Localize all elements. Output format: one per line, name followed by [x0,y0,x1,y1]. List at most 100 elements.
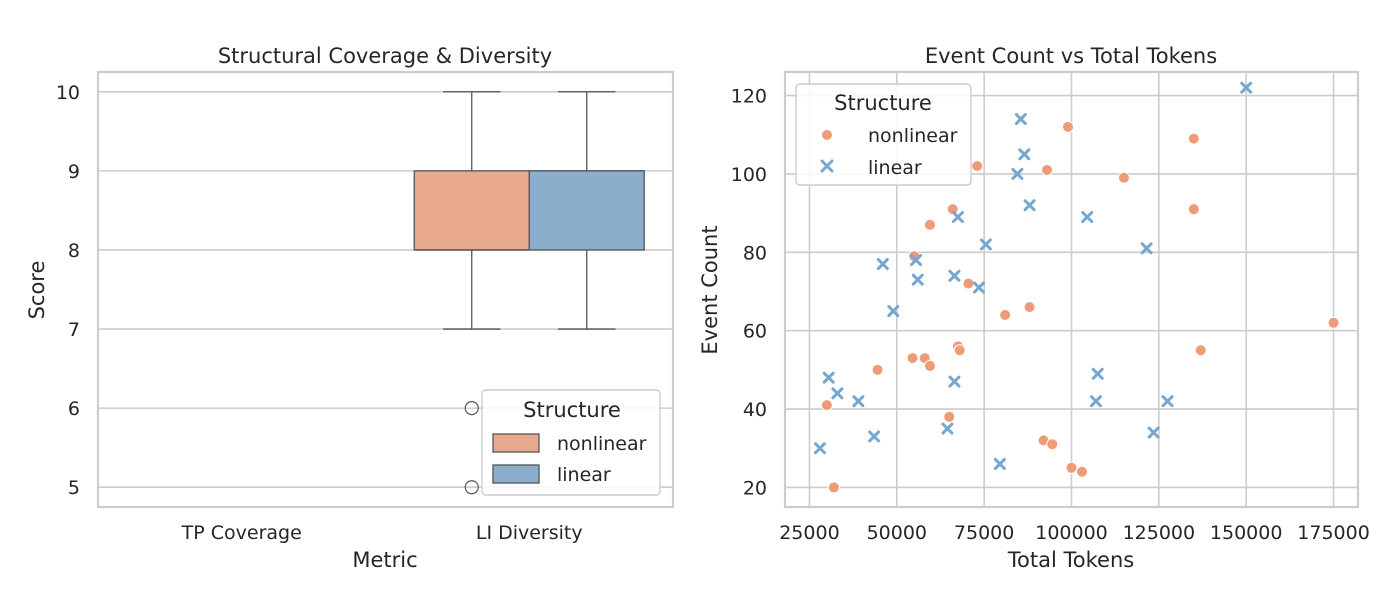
y-tick-label: 6 [68,398,80,420]
box-legend-swatch-linear [492,464,540,484]
scatter-chart-y-ticks: 20 40 60 80 100 120 [731,86,767,500]
point-linear [1011,167,1024,180]
point-linear [948,269,961,282]
point-linear [948,375,961,388]
x-tick-label: LI Diversity [476,522,583,544]
box-chart-boxes [413,91,645,495]
point-nonlinear [1065,461,1078,474]
box-chart-x-ticks: TP Coverage LI Diversity [181,522,583,544]
scatter-legend-label-nonlinear: nonlinear [868,125,958,147]
scatter-chart-title: Event Count vs Total Tokens [925,44,1217,68]
point-linear [979,238,992,251]
point-nonlinear [1041,163,1054,176]
point-linear [910,254,923,267]
x-tick-label: 50000 [867,522,927,544]
scatter-legend-marker-linear [820,159,834,173]
y-tick-label: 7 [68,319,80,341]
point-nonlinear [827,481,840,494]
box-chart: 5 6 7 8 9 10 TP Coverage LI Diversity Structur… [25,44,675,572]
point-nonlinear [923,218,936,231]
point-nonlinear [906,352,919,365]
point-nonlinear [943,410,956,423]
point-linear [1140,242,1153,255]
y-tick-label: 10 [56,82,80,104]
point-linear [1091,367,1104,380]
x-tick-label: 75000 [954,522,1014,544]
box-legend-label-nonlinear: nonlinear [557,433,647,455]
box-linear [528,91,645,330]
x-tick-label: 25000 [779,522,839,544]
point-nonlinear [820,399,833,412]
point-nonlinear [923,359,936,372]
scatter-chart-x-label: Total Tokens [1007,548,1134,572]
point-linear [951,211,964,223]
point-nonlinear [962,277,975,290]
point-linear [831,387,844,400]
point-nonlinear [946,203,959,216]
box-chart-frame [96,70,675,509]
point-linear [941,422,954,435]
x-tick-label: 100000 [1035,522,1108,544]
point-nonlinear [1194,344,1207,357]
y-tick-label: 120 [731,86,767,108]
point-linear [911,273,924,286]
scatter-legend-title: Structure [834,91,932,115]
x-tick-label: 175000 [1297,522,1370,544]
point-linear [993,457,1006,470]
box-legend-label-linear: linear [557,464,611,486]
y-tick-label: 40 [743,399,767,421]
point-linear [868,430,881,443]
box-chart-y-label: Score [25,261,49,320]
point-nonlinear [953,344,966,357]
box-chart-title: Structural Coverage & Diversity [218,44,552,68]
scatter-legend-label-linear: linear [868,157,922,179]
outlier-point [464,480,479,495]
point-linear [887,305,900,318]
point-nonlinear [1117,171,1130,184]
scatter-chart: 20 40 60 80 100 120 25000 50000 75000 100000 1250… [698,44,1370,572]
box-body [413,170,530,251]
scatter-legend-marker-nonlinear [821,129,833,141]
point-linear [972,281,985,294]
point-nonlinear [1023,301,1036,314]
point-linear [1014,113,1027,126]
point-linear [1081,211,1094,223]
point-linear [1147,426,1160,439]
point-nonlinear [1327,316,1340,329]
point-linear [1240,81,1253,94]
point-nonlinear [999,308,1012,321]
box-chart-legend: Structure nonlinear linear [481,389,661,496]
point-linear [852,395,865,408]
scatter-legend-frame [795,83,972,186]
box-chart-y-ticks: 5 6 7 8 9 10 [56,82,80,499]
point-linear [813,442,826,455]
x-tick-label: TP Coverage [181,522,302,544]
outlier-point [464,401,479,416]
point-linear [1023,199,1036,212]
box-legend-swatch-nonlinear [492,433,540,453]
box-legend-title: Structure [523,398,621,422]
point-linear [1018,148,1031,161]
y-tick-label: 9 [68,161,80,183]
scatter-chart-points [813,81,1340,494]
y-tick-label: 8 [68,240,80,262]
point-nonlinear [1187,132,1200,145]
scatter-chart-x-ticks: 25000 50000 75000 100000 125000 150000 175000 [779,522,1370,544]
box-chart-x-label: Metric [352,548,417,572]
scatter-chart-y-label: Event Count [698,225,722,354]
x-tick-label: 125000 [1123,522,1196,544]
scatter-chart-legend: Structure nonlinear linear [795,83,972,186]
box-nonlinear [413,91,530,495]
y-tick-label: 20 [743,477,767,499]
point-nonlinear [1046,438,1059,451]
point-linear [822,371,835,384]
point-linear [876,258,889,271]
point-nonlinear [871,363,884,376]
point-nonlinear [1062,120,1075,133]
point-linear [1089,395,1102,408]
point-nonlinear [1075,465,1088,478]
x-tick-label: 150000 [1210,522,1283,544]
scatter-chart-frame [783,70,1360,509]
box-body [528,170,645,251]
